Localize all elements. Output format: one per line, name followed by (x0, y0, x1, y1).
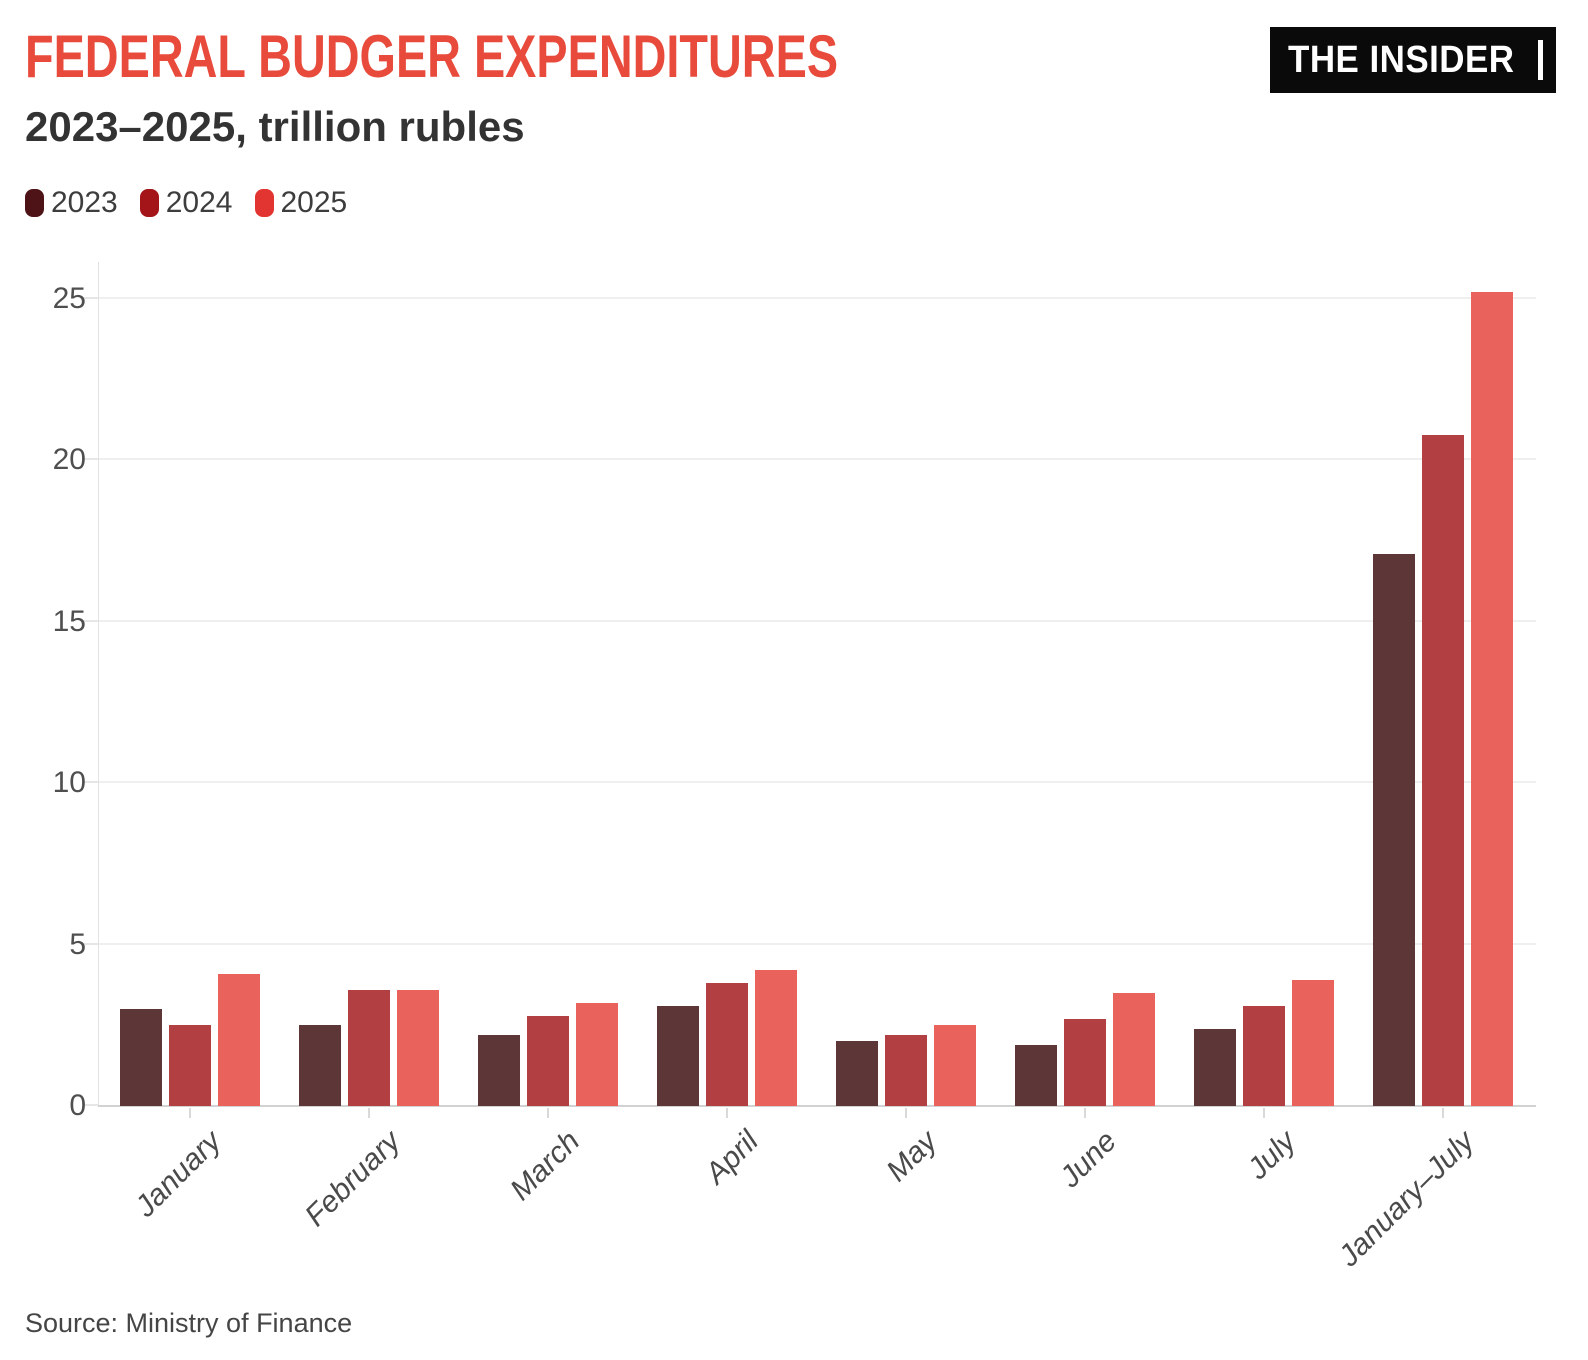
y-axis-label-20: 20 (52, 443, 86, 477)
y-axis-label-15: 15 (52, 604, 86, 638)
y-axis-line (98, 262, 99, 1106)
x-tick-mark (189, 1108, 191, 1118)
bar-2023-June[interactable] (1015, 1044, 1057, 1106)
bar-2025-March[interactable] (576, 1002, 618, 1106)
x-axis-label-January–July: January–July (1332, 1124, 1481, 1273)
y-tick-mark-10 (83, 781, 98, 784)
legend-label: 2023 (51, 186, 118, 219)
x-tick-mark (905, 1108, 907, 1118)
y-axis-label-10: 10 (52, 766, 86, 800)
bar-group-January–July: January–July (1333, 265, 1513, 1273)
bar-2025-January–July[interactable] (1471, 292, 1513, 1106)
x-tick-mark (1263, 1108, 1265, 1118)
bar-2025-April[interactable] (755, 970, 797, 1106)
source-note: Source: Ministry of Finance (25, 1308, 353, 1338)
legend-item-2023: 2023 (25, 186, 118, 220)
y-axis-label-0: 0 (69, 1089, 86, 1122)
legend-item-2024: 2024 (139, 186, 233, 220)
gridline-20 (98, 458, 1536, 461)
x-axis-label-January: January (129, 1124, 228, 1224)
bar-group-July: July (1194, 265, 1334, 1186)
bar-2024-June[interactable] (1064, 1018, 1106, 1106)
bar-2025-February[interactable] (397, 989, 439, 1106)
bar-2023-May[interactable] (836, 1041, 878, 1106)
x-axis-label-February: February (298, 1124, 407, 1233)
legend-swatch-icon (139, 189, 159, 217)
chart-subtitle: 2023–2025, trillion rubles (25, 103, 525, 150)
legend-item-2025: 2025 (254, 186, 348, 220)
x-axis-label-July: July (1240, 1124, 1302, 1186)
the-insider-logo-text: THE INSIDER (1287, 39, 1515, 81)
bar-2023-July[interactable] (1194, 1028, 1236, 1106)
y-tick-mark-15 (83, 619, 98, 622)
gridline-25 (98, 296, 1536, 299)
y-axis-label-5: 5 (69, 927, 86, 961)
legend-label: 2024 (165, 186, 233, 219)
chart-legend: 2023 2024 2025 (25, 186, 347, 220)
bar-groups: January February March April May June July Janu… (120, 265, 1513, 1273)
bar-2025-July[interactable] (1292, 980, 1334, 1106)
bar-2024-May[interactable] (885, 1034, 927, 1106)
legend-label: 2025 (280, 186, 348, 219)
y-tick-mark-0 (83, 1104, 98, 1106)
x-tick-mark (726, 1108, 728, 1118)
bar-2023-March[interactable] (478, 1034, 520, 1106)
bar-2025-June[interactable] (1113, 993, 1155, 1106)
bar-2024-January[interactable] (169, 1025, 211, 1106)
gridline-15 (98, 619, 1536, 622)
x-axis-label-May: May (880, 1124, 944, 1189)
legend-swatch-icon (25, 189, 44, 217)
x-axis-label-April: April (699, 1124, 765, 1191)
bar-2023-April[interactable] (657, 1005, 699, 1106)
bar-2024-March[interactable] (527, 1015, 569, 1106)
bar-2023-February[interactable] (299, 1025, 341, 1106)
y-tick-mark-5 (83, 942, 98, 945)
bar-2023-January–July[interactable] (1373, 553, 1415, 1106)
gridline-5 (98, 942, 1536, 945)
x-axis-baseline (98, 1105, 1536, 1107)
the-insider-logo: THE INSIDER (1269, 27, 1556, 93)
bar-group-June: June (1015, 265, 1155, 1194)
bar-2023-January[interactable] (120, 1009, 162, 1106)
bar-group-February: February (299, 265, 439, 1233)
bar-2024-July[interactable] (1243, 1005, 1285, 1106)
x-axis-label-March: March (503, 1124, 586, 1207)
x-tick-mark (547, 1108, 549, 1118)
bar-group-April: April (657, 265, 797, 1190)
bar-2025-January[interactable] (218, 973, 260, 1106)
x-tick-mark (1442, 1108, 1444, 1118)
chart-title: FEDERAL BUDGER EXPENDITURES (25, 23, 839, 90)
y-axis-label-25: 25 (52, 281, 86, 315)
bar-group-January: January (120, 265, 260, 1223)
bar-2024-January–July[interactable] (1422, 434, 1464, 1106)
bar-group-May: May (836, 265, 976, 1188)
y-tick-mark-25 (83, 296, 98, 299)
x-tick-mark (1084, 1108, 1086, 1118)
bar-2024-February[interactable] (348, 989, 390, 1106)
gridline-10 (98, 781, 1536, 784)
bar-2025-May[interactable] (934, 1025, 976, 1106)
legend-swatch-icon (254, 189, 274, 217)
bar-group-March: March (478, 265, 618, 1207)
x-axis-label-June: June (1053, 1124, 1123, 1194)
y-tick-mark-20 (83, 458, 98, 461)
logo-cursor-bar (1538, 40, 1543, 80)
plot-area: 0 5 10 15 20 25 January February March April May Ju… (53, 262, 1536, 1273)
x-tick-mark (368, 1108, 370, 1118)
bar-2024-April[interactable] (706, 983, 748, 1106)
